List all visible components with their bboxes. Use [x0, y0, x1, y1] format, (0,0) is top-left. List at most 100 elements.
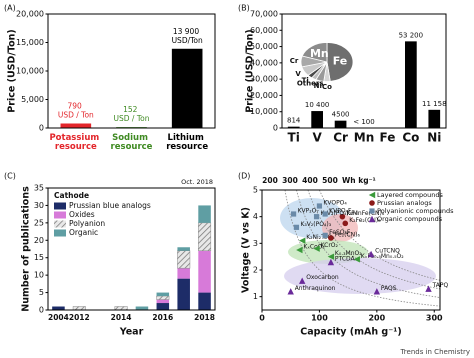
point-label: Oxocarbon — [306, 274, 339, 281]
bar — [60, 123, 92, 128]
x-tick-label: 0 — [259, 314, 265, 323]
legend-label: Oxides — [69, 210, 95, 219]
y-tick-label: 4 — [253, 212, 258, 221]
point-label: KVOPO₄ — [323, 200, 347, 207]
y-tick-label: 70,000 — [250, 10, 278, 19]
point — [290, 211, 297, 217]
energy-label: 300 — [282, 176, 298, 185]
legend-label: Layered compounds — [377, 191, 444, 199]
x-tick-label: Sodium resource — [111, 133, 153, 152]
plot-frame — [261, 189, 441, 311]
pie-label: Ti — [302, 77, 309, 85]
point — [322, 232, 328, 238]
pie-label: V — [295, 70, 301, 78]
x-tick-label: 300 — [426, 314, 443, 323]
pie-label: Ni — [314, 82, 322, 90]
pie-label: Co — [322, 83, 332, 91]
x-tick-label: Potassium resource — [49, 133, 102, 152]
value-label: 13 900 USD/Ton — [172, 27, 203, 45]
x-tick-label: Cr — [333, 131, 348, 145]
point — [367, 250, 375, 258]
bar-segment — [177, 250, 191, 269]
x-tick-label: Fe — [379, 131, 395, 145]
panel-label: (D) — [238, 172, 250, 181]
pie-label: Mn — [310, 47, 329, 60]
value-label: 53 200 — [399, 31, 424, 39]
y-axis-label: Price (USD/Ton) — [7, 29, 18, 112]
point — [287, 288, 294, 295]
bar-segment — [177, 278, 190, 310]
bar-segment — [198, 250, 211, 293]
bar-segment — [156, 303, 170, 310]
point-label: K₂Ni₂TeO₆ — [306, 234, 335, 241]
point — [342, 220, 349, 227]
point — [327, 253, 335, 260]
point — [327, 258, 335, 266]
y-tick-label: 25 — [34, 218, 44, 227]
footer: Trends in Chemistry — [400, 348, 470, 356]
energy-label: 500 — [322, 176, 338, 185]
legend-swatch — [54, 229, 66, 237]
energy-curve — [296, 189, 441, 298]
y-tick-label: 0 — [39, 124, 44, 133]
y-tick-label: 20 — [34, 236, 44, 245]
y-tick-label: 0 — [39, 306, 44, 315]
point-label: FeSO₄F — [329, 229, 351, 236]
y-axis-label: Voltage (V vs K) — [241, 207, 252, 293]
y-tick-label: 15 — [34, 253, 44, 262]
bar-segment — [177, 247, 190, 251]
legend-title: Cathode — [54, 191, 89, 200]
x-tick-label: 2018 — [194, 313, 215, 322]
legend-swatch — [54, 220, 66, 228]
point — [368, 191, 376, 199]
bar-segment — [135, 306, 149, 310]
y-axis-label: Number of publications — [21, 186, 32, 312]
x-tick-label: Ti — [288, 131, 300, 145]
x-tick-label: 200 — [368, 314, 385, 323]
x-tick-label: Ni — [427, 131, 441, 145]
x-tick-label: Mn — [354, 131, 374, 145]
legend-label: Organic — [69, 228, 98, 237]
point-label: KCrO₂ — [321, 242, 339, 249]
bar-segment — [52, 306, 65, 310]
energy-label: 400 — [302, 176, 318, 185]
y-tick-label: 30 — [34, 201, 44, 210]
y-axis-label: Price (USD/Ton) — [245, 29, 256, 112]
point-label: K₂MnFe(CN)₆ — [346, 210, 384, 217]
y-tick-label: 40,000 — [250, 58, 278, 67]
point — [353, 256, 360, 263]
y-tick-label: 20,000 — [250, 91, 278, 100]
legend-swatch — [54, 202, 66, 210]
bar-segment — [198, 205, 211, 223]
y-tick-label: 5 — [39, 288, 44, 297]
y-tick-label: 20,000 — [16, 10, 44, 19]
point-label: K₃V₂(PO₄)₃ — [300, 221, 331, 228]
x-tick-label: Co — [402, 131, 419, 145]
point — [369, 200, 375, 206]
point — [313, 214, 320, 220]
x-tick-label: 2014 — [111, 313, 132, 322]
point — [293, 224, 300, 230]
x-tick-label: 2012 — [69, 313, 90, 322]
point-label: K₀.₃MnO₂ — [335, 250, 362, 257]
point — [322, 211, 328, 217]
value-label: 814 — [287, 117, 301, 125]
y-tick-label: 15,000 — [16, 38, 44, 47]
point — [339, 213, 346, 220]
bar-segment — [156, 295, 170, 300]
y-tick-label: 3 — [253, 239, 258, 248]
value-label: 4500 — [332, 111, 350, 119]
y-tick-label: 50,000 — [250, 42, 278, 51]
point-label: KₓFe₀.₅Mn₀.₅O₂ — [361, 253, 405, 260]
bar — [405, 41, 417, 128]
y-tick-label: 2 — [253, 266, 258, 275]
x-axis-label: Capacity (mAh g⁻¹) — [300, 327, 402, 338]
x-tick-label: V — [312, 131, 322, 145]
point-label: K₂Fe₂(CN)₆ — [349, 217, 381, 224]
y-tick-label: 5,000 — [21, 95, 44, 104]
point — [369, 208, 375, 214]
energy-curve — [319, 189, 441, 281]
plot-frame — [47, 13, 216, 129]
plot-frame — [281, 13, 447, 129]
bar — [171, 48, 203, 128]
